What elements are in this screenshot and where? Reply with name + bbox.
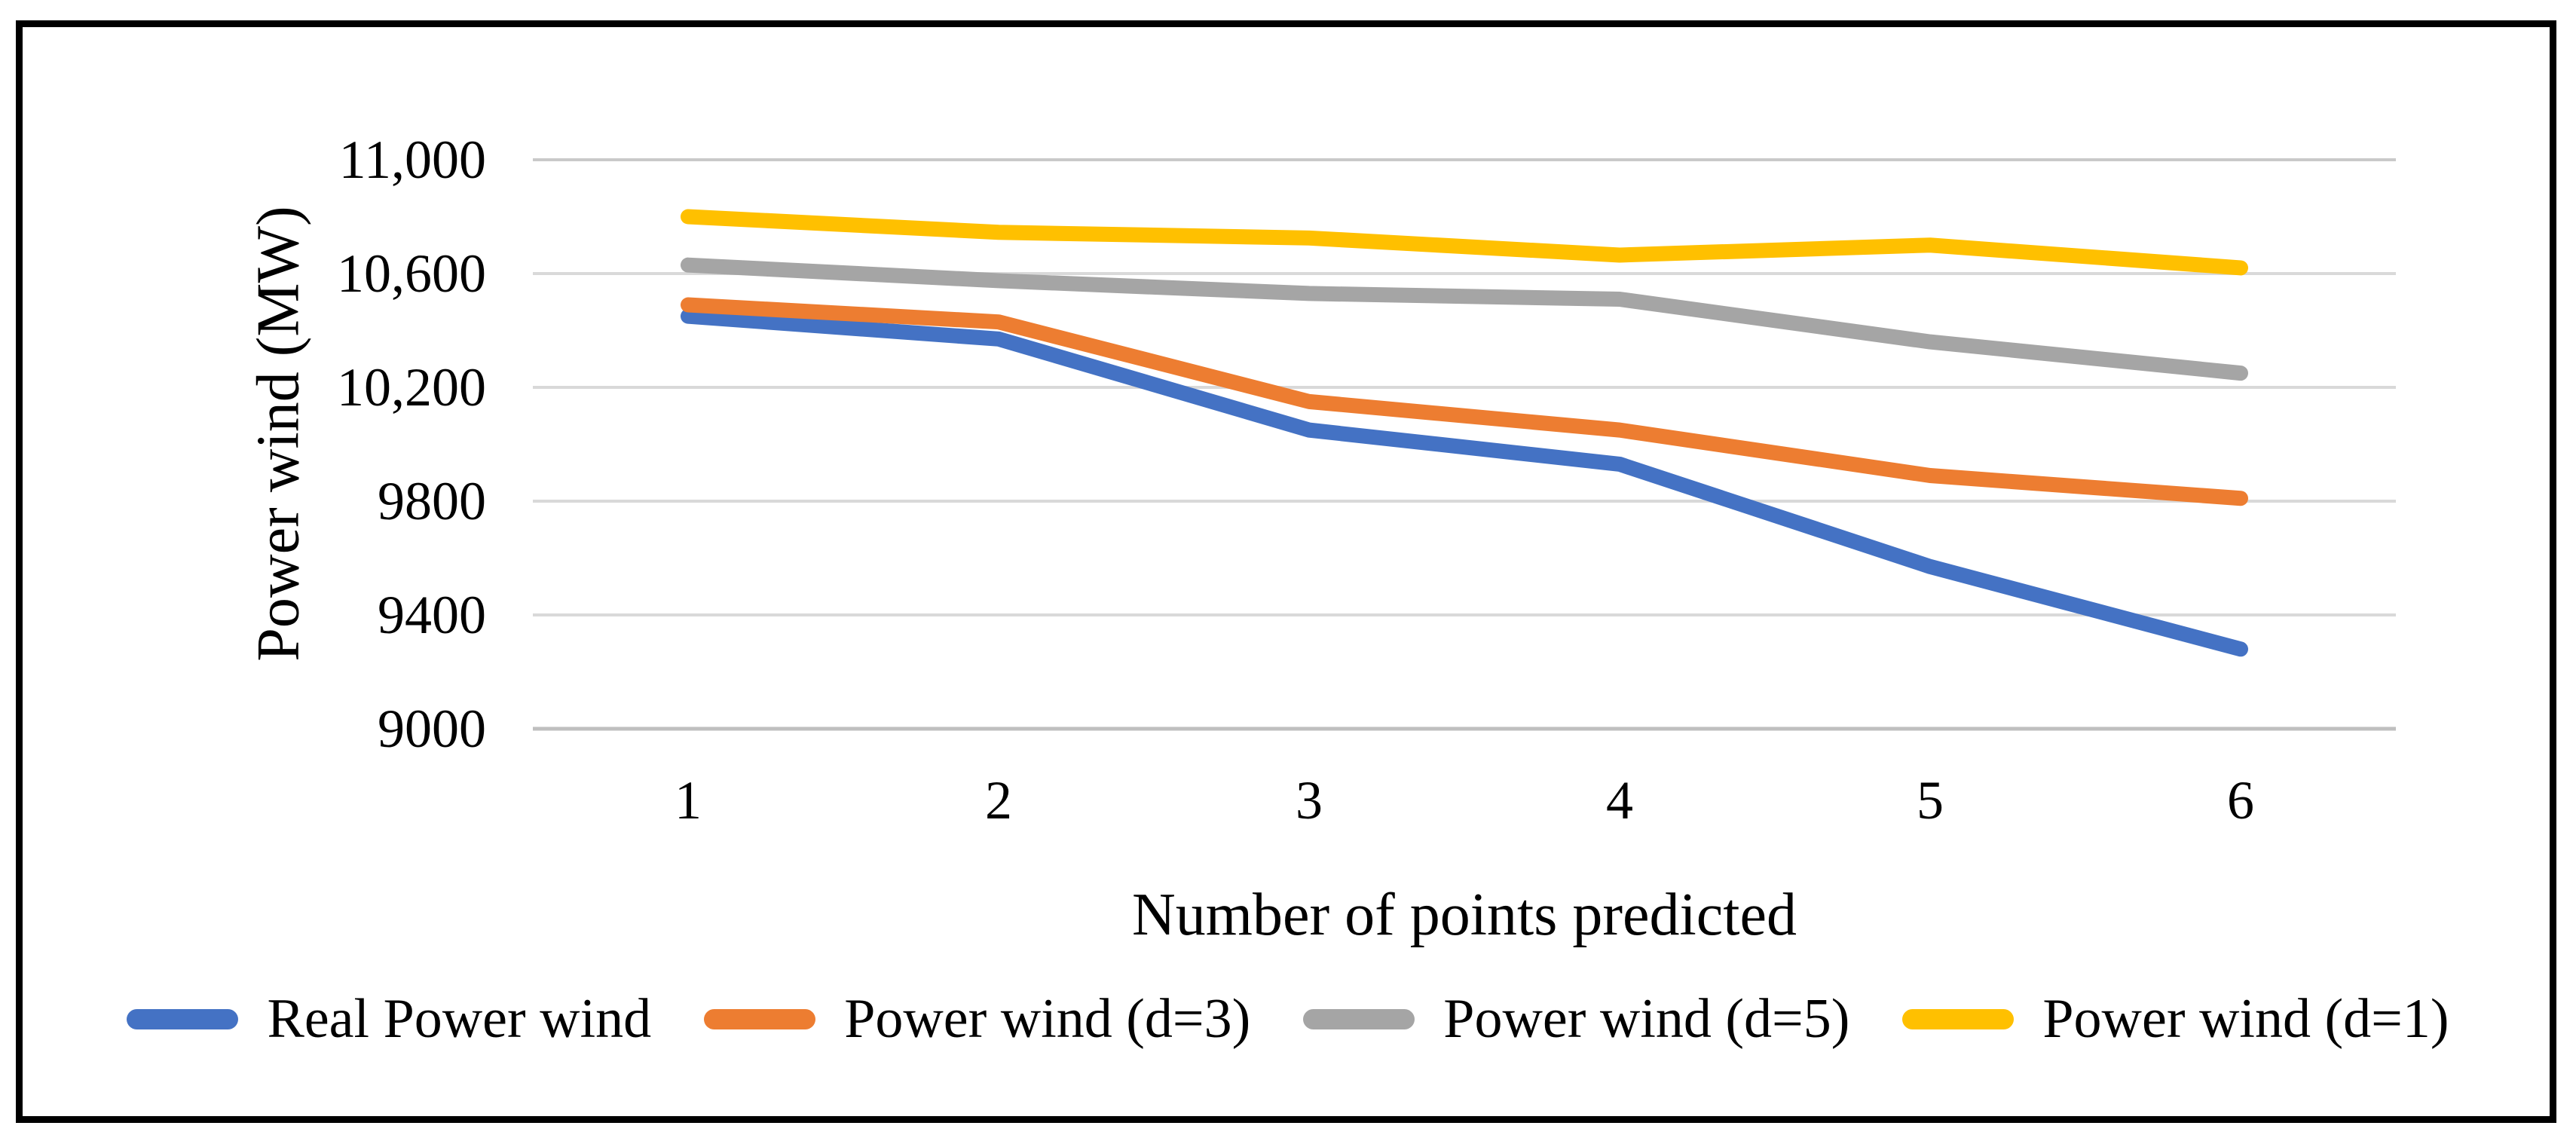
legend-swatch-icon [1303,1008,1415,1029]
x-tick-label: 5 [1917,770,1944,831]
series-line-power-wind-d-5- [681,257,2248,381]
x-tick-label: 4 [1606,770,1633,831]
y-tick-label: 11,000 [338,130,486,190]
y-tick-label: 9800 [378,471,486,531]
legend-item-power-wind-d-5-: Power wind (d=5) [1303,981,1849,1057]
x-tick-label: 6 [2227,770,2254,831]
legend-item-power-wind-d-1-: Power wind (d=1) [1902,981,2449,1057]
legend-swatch-icon [127,1008,239,1029]
x-tick-label: 3 [1296,770,1323,831]
y-tick-label: 10,600 [337,243,486,304]
y-tick-label: 10,200 [337,357,486,418]
legend-item-real-power-wind: Real Power wind [127,981,651,1057]
legend-label: Power wind (d=5) [1443,987,1850,1050]
legend-label: Real Power wind [267,987,652,1050]
x-axis-title: Number of points predicted [1132,882,1797,948]
legend: Real Power wind Power wind (d=3) Power win… [0,981,2576,1057]
series-line-real-power-wind [681,308,2248,657]
figure-border [16,20,2556,1123]
legend-swatch-icon [1902,1008,2015,1029]
series-lines [681,209,2248,657]
x-tick-label: 1 [675,770,702,831]
legend-item-power-wind-d-3-: Power wind (d=3) [704,981,1250,1057]
legend-label: Power wind (d=1) [2042,987,2449,1050]
series-line-power-wind-d-3- [681,297,2248,506]
legend-label: Power wind (d=3) [844,987,1251,1050]
x-tick-label: 2 [985,770,1012,831]
series-line-power-wind-d-1- [681,209,2248,276]
y-tick-label: 9400 [378,585,486,645]
legend-swatch-icon [704,1008,816,1029]
y-tick-label: 9000 [378,699,486,759]
